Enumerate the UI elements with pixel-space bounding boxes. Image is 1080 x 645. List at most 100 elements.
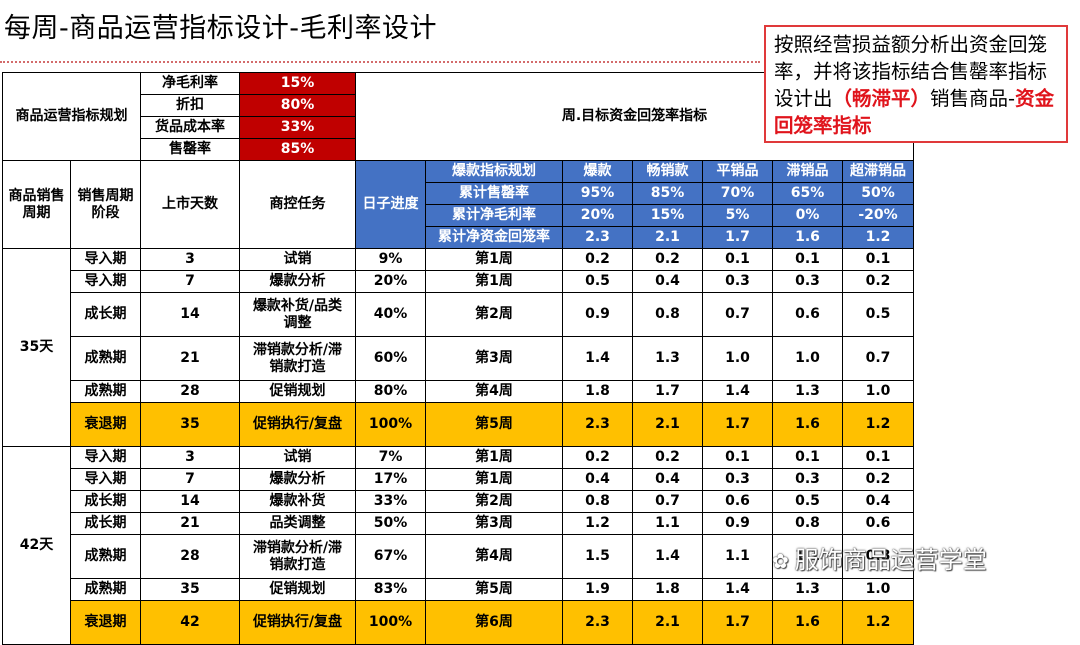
indicator-row-label: 累计净毛利率 bbox=[425, 204, 563, 227]
stage-cell: 成熟期 bbox=[70, 336, 141, 381]
ratio-cell: 0.2 bbox=[632, 446, 703, 469]
ratio-cell: 1.3 bbox=[772, 578, 843, 601]
ratio-cell: 0.1 bbox=[772, 446, 843, 469]
indicator-value: 20% bbox=[562, 204, 633, 227]
ratio-cell: 0.7 bbox=[842, 336, 914, 381]
ratio-cell: 1.4 bbox=[702, 380, 773, 403]
watermark: ✿ 服饰商品运营学堂 bbox=[772, 540, 987, 575]
table-row: 衰退期 35 促销执行/复盘 100% 第5周 2.3 2.1 1.7 1.6 1.2 bbox=[3, 402, 914, 447]
week-cell: 第1周 bbox=[425, 468, 563, 491]
ratio-cell: 2.1 bbox=[632, 402, 703, 447]
days-cell: 7 bbox=[140, 270, 240, 293]
task-cell: 爆款分析 bbox=[239, 270, 356, 293]
ratio-cell: 1.4 bbox=[562, 336, 633, 381]
ratio-cell: 1.0 bbox=[842, 578, 914, 601]
stage-cell: 导入期 bbox=[70, 270, 141, 293]
metric-label: 折扣 bbox=[140, 94, 240, 117]
progress-cell: 17% bbox=[355, 468, 426, 491]
table-row: 成熟期 28 滞销款分析/滞销款打造 67% 第4周 1.5 1.4 1.1 1.1 0.8 bbox=[3, 534, 914, 579]
ratio-cell: 1.8 bbox=[562, 380, 633, 403]
ratio-cell: 1.1 bbox=[702, 534, 773, 579]
week-cell: 第4周 bbox=[425, 534, 563, 579]
days-cell: 14 bbox=[140, 490, 240, 513]
ratio-cell: 1.2 bbox=[562, 512, 633, 535]
week-cell: 第5周 bbox=[425, 402, 563, 447]
ratio-cell: 0.9 bbox=[702, 512, 773, 535]
title-divider bbox=[0, 61, 760, 63]
note-highlight-b: 资金回笼率指标 bbox=[774, 87, 1055, 137]
ratio-cell: 1.0 bbox=[702, 336, 773, 381]
ratio-cell: 0.5 bbox=[772, 490, 843, 513]
indicator-value: 65% bbox=[772, 182, 843, 205]
task-cell: 促销执行/复盘 bbox=[239, 402, 356, 447]
ratio-cell: 0.5 bbox=[562, 270, 633, 293]
progress-cell: 67% bbox=[355, 534, 426, 579]
progress-cell: 7% bbox=[355, 446, 426, 469]
table-row: 35天 导入期 3 试销 9% 第1周 0.2 0.2 0.1 0.1 0.1 bbox=[2, 248, 914, 447]
days-cell: 35 bbox=[140, 402, 240, 447]
ratio-cell: 0.7 bbox=[702, 292, 773, 337]
ratio-cell: 0.2 bbox=[562, 446, 633, 469]
progress-cell: 60% bbox=[355, 336, 426, 381]
ratio-cell: 1.5 bbox=[562, 534, 633, 579]
period-cell: 42天 bbox=[2, 446, 71, 645]
week-cell: 第5周 bbox=[425, 578, 563, 601]
ratio-cell: 0.3 bbox=[772, 468, 843, 491]
days-cell: 3 bbox=[140, 248, 240, 271]
progress-cell: 50% bbox=[355, 512, 426, 535]
ratio-cell: 1.7 bbox=[632, 380, 703, 403]
page-title: 每周-商品运营指标设计-毛利率设计 bbox=[4, 13, 437, 44]
ratio-cell: 1.9 bbox=[562, 578, 633, 601]
ratio-cell: 1.8 bbox=[632, 578, 703, 601]
table-row: 成熟期 35 促销规划 83% 第5周 1.9 1.8 1.4 1.3 1.0 bbox=[3, 578, 914, 601]
category-header: 爆款 bbox=[562, 160, 633, 183]
indicator-value: 5% bbox=[702, 204, 773, 227]
table-row: 成熟期 28 促销规划 80% 第4周 1.8 1.7 1.4 1.3 1.0 bbox=[3, 380, 914, 403]
table-row: 成长期 14 爆款补货/品类调整 40% 第2周 0.9 0.8 0.7 0.6 0.5 bbox=[3, 292, 914, 337]
note-text-b: 销售商品- bbox=[930, 87, 1016, 110]
stage-cell: 成长期 bbox=[70, 292, 141, 337]
header-stage: 销售周期阶段 bbox=[70, 160, 141, 249]
week-cell: 第4周 bbox=[425, 380, 563, 403]
ratio-cell: 2.1 bbox=[632, 600, 703, 645]
ratio-cell: 0.3 bbox=[702, 468, 773, 491]
indicator-value: 0% bbox=[772, 204, 843, 227]
progress-cell: 100% bbox=[355, 402, 426, 447]
stage-cell: 成熟期 bbox=[70, 578, 141, 601]
week-cell: 第1周 bbox=[425, 270, 563, 293]
indicator-value: 1.7 bbox=[702, 226, 773, 249]
category-header: 平销品 bbox=[702, 160, 773, 183]
ratio-cell: 0.6 bbox=[772, 292, 843, 337]
ratio-cell: 0.2 bbox=[842, 468, 914, 491]
watermark-text: 服饰商品运营学堂 bbox=[794, 546, 987, 574]
week-cell: 第6周 bbox=[425, 600, 563, 645]
task-cell: 促销规划 bbox=[239, 578, 356, 601]
days-cell: 14 bbox=[140, 292, 240, 337]
progress-cell: 100% bbox=[355, 600, 426, 645]
ratio-cell: 0.8 bbox=[772, 512, 843, 535]
stage-cell: 导入期 bbox=[70, 468, 141, 491]
stage-cell: 导入期 bbox=[70, 446, 141, 469]
planning-label: 商品运营指标规划 bbox=[2, 72, 141, 161]
ratio-cell: 0.3 bbox=[702, 270, 773, 293]
ratio-cell: 1.2 bbox=[842, 600, 914, 645]
task-cell: 滞销款分析/滞销款打造 bbox=[239, 336, 356, 381]
ratio-cell: 0.1 bbox=[702, 446, 773, 469]
indicator-value: 1.6 bbox=[772, 226, 843, 249]
indicator-value: 85% bbox=[632, 182, 703, 205]
ratio-cell: 1.3 bbox=[772, 380, 843, 403]
ratio-cell: 1.4 bbox=[702, 578, 773, 601]
days-cell: 21 bbox=[140, 512, 240, 535]
progress-cell: 33% bbox=[355, 490, 426, 513]
indicator-value: 2.1 bbox=[632, 226, 703, 249]
note-box: 按照经营损益额分析出资金回笼率，并将该指标结合售罄率指标设计出（畅滞平）销售商品… bbox=[764, 25, 1068, 143]
indicator-value: 50% bbox=[842, 182, 914, 205]
task-cell: 爆款补货/品类调整 bbox=[239, 292, 356, 337]
header-period: 商品销售周期 bbox=[2, 160, 71, 249]
table-row: 导入期 7 爆款分析 17% 第1周 0.4 0.4 0.3 0.3 0.2 bbox=[3, 468, 914, 491]
note-highlight-a: （畅滞平） bbox=[832, 87, 931, 110]
category-header: 滞销品 bbox=[772, 160, 843, 183]
stage-cell: 导入期 bbox=[70, 248, 141, 271]
metric-value: 15% bbox=[239, 72, 356, 95]
stage-cell: 衰退期 bbox=[70, 402, 141, 447]
